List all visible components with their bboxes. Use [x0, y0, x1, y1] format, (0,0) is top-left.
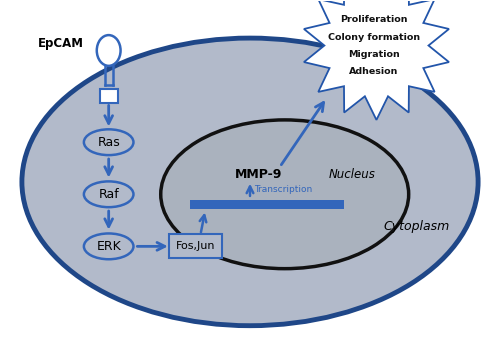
Ellipse shape: [84, 129, 134, 155]
Text: Raf: Raf: [98, 188, 119, 201]
Ellipse shape: [160, 120, 408, 269]
Text: Ras: Ras: [98, 136, 120, 149]
FancyBboxPatch shape: [100, 89, 117, 102]
FancyBboxPatch shape: [169, 235, 222, 258]
FancyBboxPatch shape: [190, 200, 344, 209]
Text: Adhesion: Adhesion: [350, 67, 399, 76]
Text: ERK: ERK: [96, 240, 121, 253]
Text: Migration: Migration: [348, 50, 400, 59]
Ellipse shape: [84, 181, 134, 207]
Polygon shape: [304, 0, 449, 120]
Text: Nucleus: Nucleus: [328, 168, 375, 181]
Text: Fos,Jun: Fos,Jun: [176, 241, 215, 251]
Text: Proliferation: Proliferation: [340, 15, 407, 24]
Text: Colony formation: Colony formation: [328, 33, 420, 41]
Text: Transcription: Transcription: [254, 185, 312, 194]
Text: EpCAM: EpCAM: [38, 36, 84, 50]
Ellipse shape: [22, 38, 478, 326]
Text: Cytoplasm: Cytoplasm: [383, 220, 449, 233]
Ellipse shape: [84, 234, 134, 259]
Text: MMP-9: MMP-9: [235, 168, 282, 181]
Ellipse shape: [97, 35, 120, 66]
